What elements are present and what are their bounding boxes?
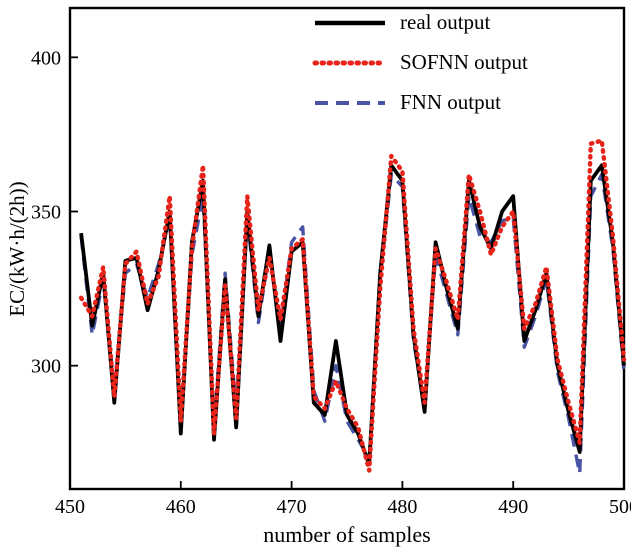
y-axis-title: EC/(kW·h/(2h)) [5, 181, 29, 317]
legend-label-fnn-output: FNN output [400, 90, 501, 114]
svg-text:450: 450 [55, 496, 85, 518]
chart-legend: real output SOFNN output FNN output [312, 10, 528, 115]
svg-text:470: 470 [277, 496, 307, 518]
legend-item-sofnn-output: SOFNN output [312, 50, 528, 75]
legend-line-real-icon [315, 20, 385, 25]
svg-text:460: 460 [166, 496, 196, 518]
legend-line-sofnn-icon [312, 60, 388, 65]
legend-item-fnn-output: FNN output [312, 90, 528, 115]
svg-text:300: 300 [31, 356, 61, 378]
legend-line-fnn-icon [315, 100, 385, 105]
legend-label-sofnn-output: SOFNN output [400, 50, 528, 74]
x-axis-title: number of samples [263, 522, 431, 547]
svg-text:500: 500 [609, 496, 631, 518]
legend-label-real-output: real output [400, 10, 491, 34]
legend-item-real-output: real output [312, 10, 528, 35]
svg-text:490: 490 [498, 496, 528, 518]
svg-text:480: 480 [387, 496, 417, 518]
svg-text:400: 400 [31, 47, 61, 69]
svg-text:350: 350 [31, 202, 61, 224]
